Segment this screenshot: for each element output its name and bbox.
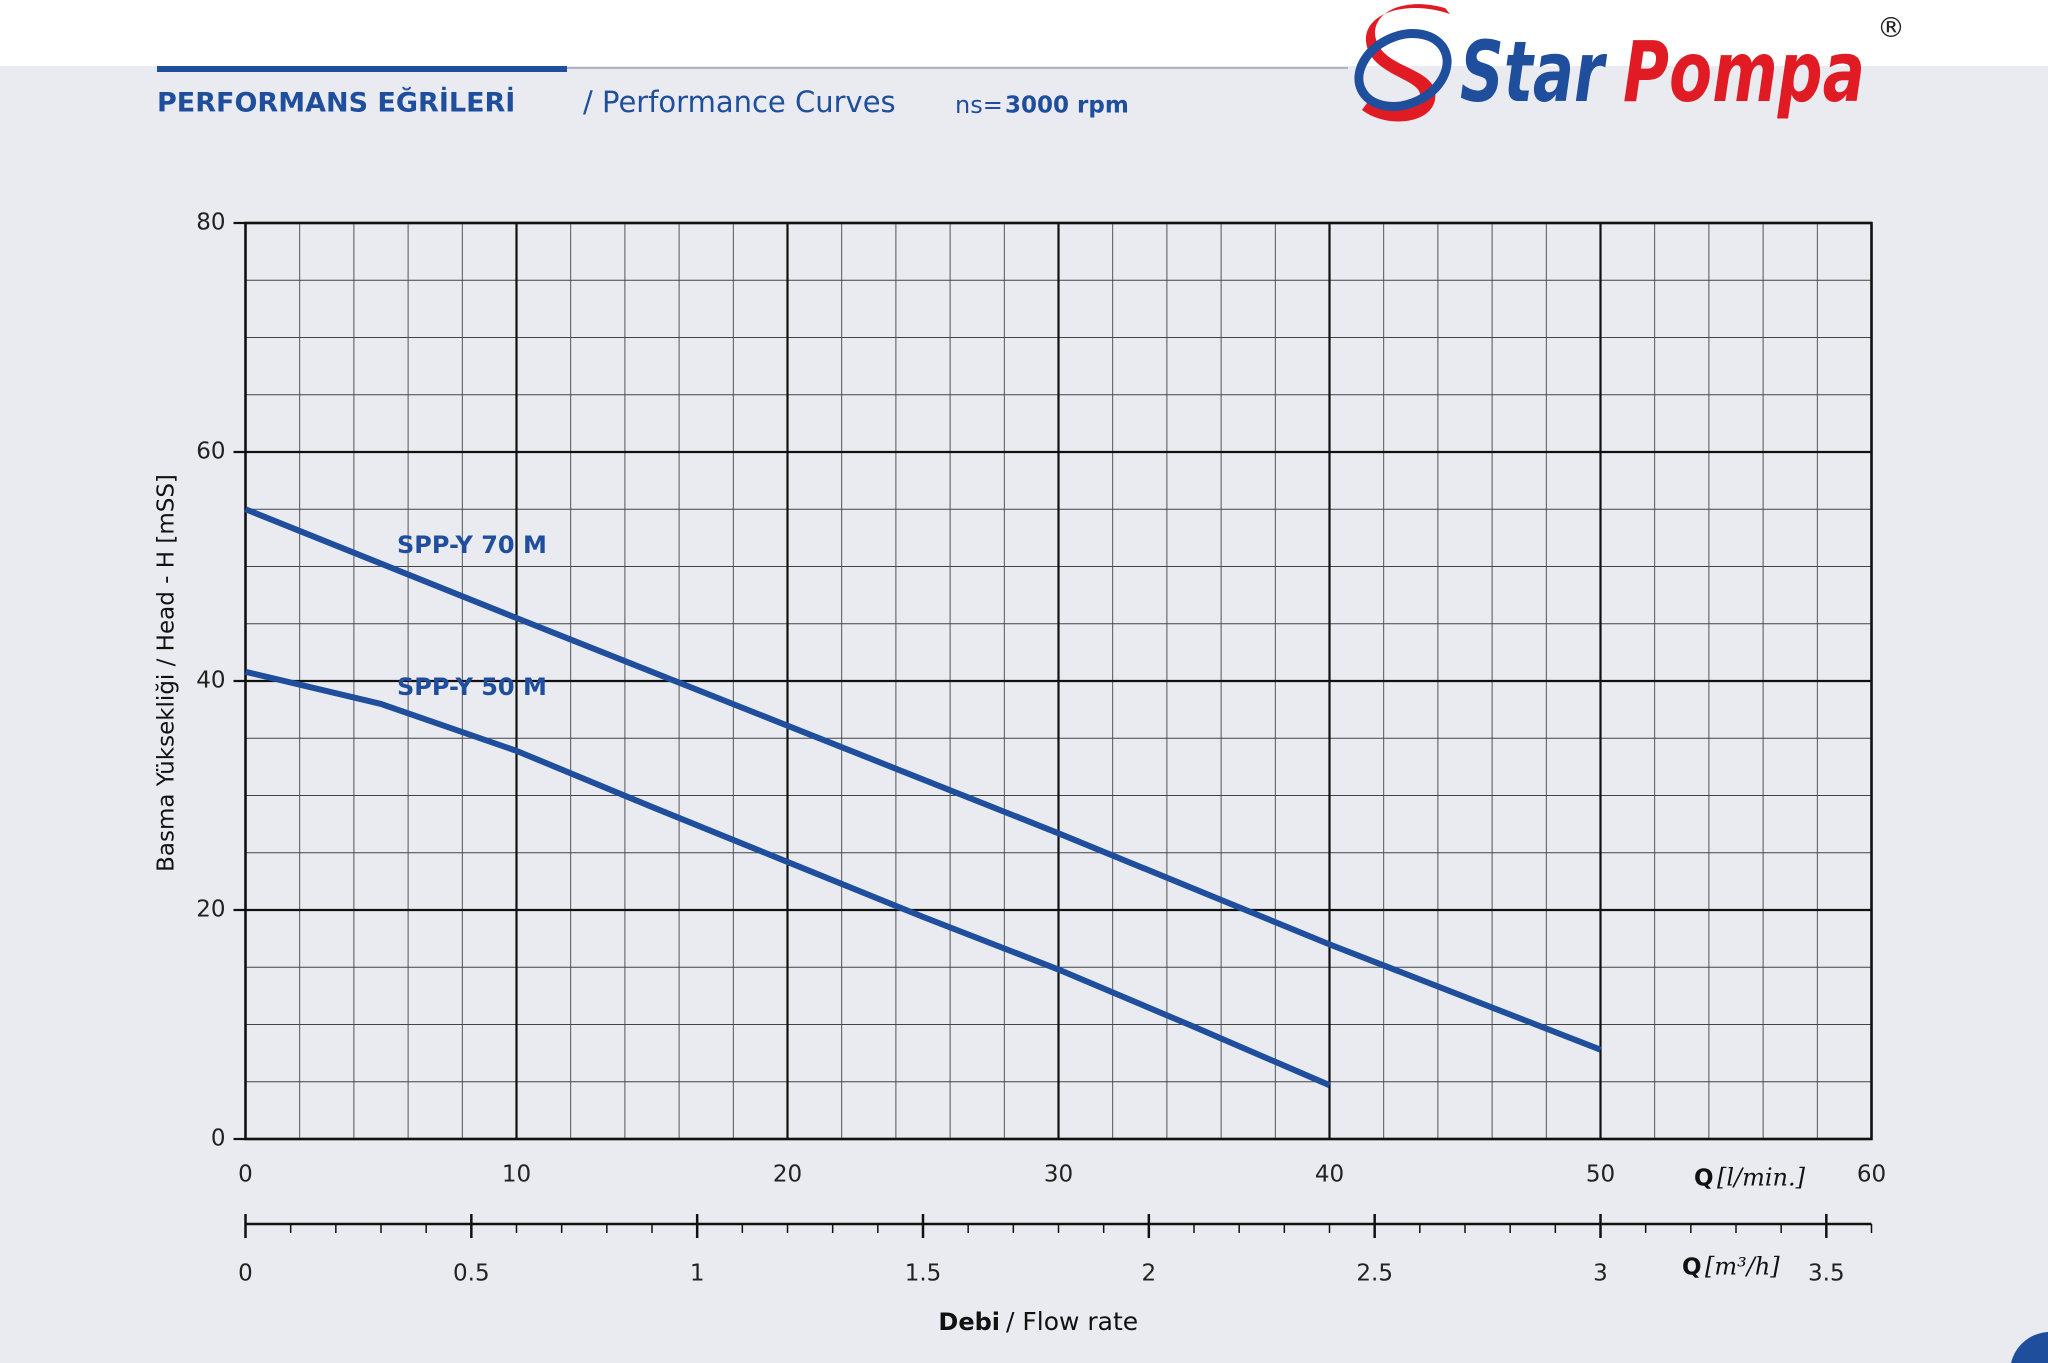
- series-label: SPP-Y 50 M: [397, 673, 547, 701]
- corner-dot: [2011, 1332, 2048, 1363]
- speed: 3000 rpm: [1005, 93, 1129, 119]
- logo-name: Pompa: [1623, 23, 1865, 121]
- x-title: / Flow rate: [1006, 1307, 1138, 1336]
- x-tick-label: 0: [238, 1162, 253, 1188]
- series-line: [244, 506, 1602, 1053]
- x2-tick-label: 0: [238, 1261, 253, 1287]
- x2-tick-label: 3.5: [1808, 1261, 1845, 1287]
- y-tick-label: 60: [196, 439, 225, 465]
- logo-mark: ®: [1877, 11, 1905, 44]
- x2-tick-label: 1.5: [905, 1261, 942, 1287]
- title: PERFORMANS EĞRİLERİ: [157, 87, 515, 119]
- logo: Star Pompa ®: [1354, 4, 1905, 122]
- logo-name: Star: [1460, 23, 1607, 121]
- speed-label: ns=: [955, 91, 1003, 119]
- x2-tick-label: 0.5: [453, 1261, 490, 1287]
- subtitle: / Performance Curves: [583, 85, 896, 119]
- y-tick-label: 0: [211, 1126, 226, 1152]
- series-line: [244, 668, 1331, 1088]
- y-axis-label: Basma Yüksekliği / Head - H [mSS]: [154, 474, 180, 872]
- y-tick-label: 20: [196, 897, 225, 923]
- x-tick-label: 50: [1586, 1162, 1615, 1188]
- x-tick-label: 30: [1044, 1162, 1073, 1188]
- plot-frame: [244, 221, 1873, 1141]
- x-title-bold: Debi: [938, 1308, 1000, 1336]
- x-axis-symbol: Q: [1694, 1166, 1714, 1192]
- logo-ring: [1354, 29, 1452, 111]
- x-tick-label: 10: [502, 1162, 531, 1188]
- series-label: SPP-Y 70 M: [397, 531, 547, 559]
- y-tick-label: 80: [196, 210, 225, 236]
- x2-tick-label: 1: [690, 1261, 705, 1287]
- x2-axis-unit: [m³/h]: [1705, 1253, 1780, 1281]
- x2-axis-symbol: Q: [1682, 1255, 1702, 1281]
- x-tick-label: 60: [1857, 1162, 1886, 1188]
- x2-tick-label: 2.5: [1356, 1261, 1393, 1287]
- y-tick-label: 40: [196, 668, 225, 694]
- x2-tick-label: 2: [1142, 1261, 1157, 1287]
- x2-tick-label: 3: [1593, 1261, 1608, 1287]
- header-bar: [157, 66, 567, 72]
- x-axis-unit: [l/min.]: [1717, 1164, 1806, 1192]
- x-tick-label: 40: [1315, 1162, 1344, 1188]
- header-band: [0, 0, 2048, 66]
- x-tick-label: 20: [773, 1162, 802, 1188]
